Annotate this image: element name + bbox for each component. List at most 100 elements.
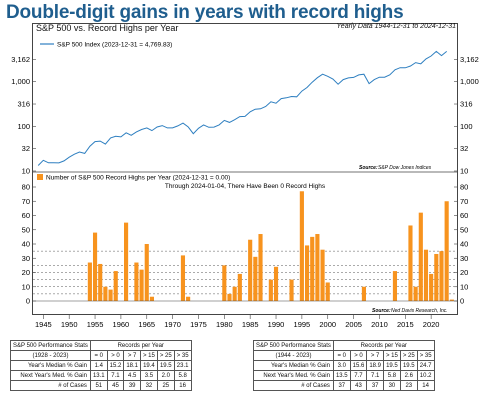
table-cell: 2.6	[399, 370, 418, 381]
column-header: = 0	[332, 350, 351, 361]
table-cell: 19.4	[140, 360, 158, 371]
y-tick-label-right: 100	[460, 122, 473, 131]
table-row: Next Year's Med. % Gain 13.1 7.1 4.5 3.5 2.0 5…	[10, 370, 192, 381]
y-tick-label-right: 60	[460, 211, 468, 220]
y-tick-label-left: 10	[22, 282, 30, 291]
stats-header-label: S&P 500 Performance Stats	[253, 340, 334, 351]
row-label: Next Year's Med. % Gain	[10, 370, 91, 381]
record-highs-bar	[273, 266, 279, 301]
table-cell: 23	[399, 380, 418, 391]
record-highs-bar	[449, 299, 454, 301]
record-highs-bar	[315, 234, 320, 301]
y-tick-label-right: 316	[460, 100, 473, 109]
sp500-line	[37, 50, 448, 166]
record-highs-bar	[361, 286, 366, 301]
x-tick-label: 1945	[35, 320, 52, 329]
y-tick-label-left: 316	[17, 100, 30, 109]
table-cell: 7.7	[349, 370, 368, 381]
row-label: Next Year's Med. % Gain	[253, 370, 334, 381]
y-tick-label-right: 30	[460, 254, 468, 263]
panel-date-range: Yearly Data 1944-12-31 to 2024-12-31	[336, 23, 456, 30]
y-tick-label-left: 30	[22, 254, 30, 263]
x-tick-label: 1985	[242, 320, 259, 329]
records-annotation: Through 2024-01-04, There Have Been 0 Re…	[165, 183, 326, 190]
y-tick-label-right: 1,000	[460, 77, 479, 86]
y-tick-label-left: 10	[22, 167, 30, 176]
record-highs-bar	[418, 212, 423, 301]
table-cell: 18.9	[366, 360, 384, 371]
record-highs-bar	[108, 289, 113, 301]
record-highs-bar	[248, 239, 253, 301]
record-highs-bar	[232, 286, 237, 301]
record-highs-bar	[222, 265, 227, 301]
source-label-bottom: Source:	[372, 308, 391, 314]
record-highs-bar	[325, 282, 330, 301]
record-highs-bar	[408, 225, 413, 301]
table-cell: 7.1	[106, 370, 125, 381]
column-header: > 7	[123, 350, 141, 361]
source-label-top: Source:	[359, 165, 378, 171]
stats-period: (1928 - 2023)	[10, 350, 91, 361]
record-highs-bar	[180, 255, 186, 301]
y-tick-label-left: 0	[26, 297, 30, 306]
column-header: > 15	[383, 350, 401, 361]
record-highs-bar	[149, 296, 154, 301]
y-tick-label-right: 0	[460, 297, 464, 306]
record-highs-bar	[103, 286, 108, 301]
y-tick-label-left: 70	[22, 197, 30, 206]
column-header: > 7	[366, 350, 384, 361]
table-cell: 5.8	[173, 370, 192, 381]
table-cell: 15.2	[106, 360, 125, 371]
column-header: > 35	[173, 350, 192, 361]
y-tick-label-right: 40	[460, 240, 468, 249]
x-tick-label: 1970	[164, 320, 181, 329]
x-tick-label: 1995	[294, 320, 311, 329]
table-cell: 15.6	[349, 360, 368, 371]
column-header: > 35	[416, 350, 435, 361]
record-highs-bar	[434, 253, 439, 301]
stats-table-right: S&P 500 Performance Stats Records per Yea…	[253, 340, 435, 391]
table-cell: 39	[123, 380, 141, 391]
y-tick-label-left: 20	[22, 268, 30, 277]
table-cell: 24.7	[416, 360, 435, 371]
record-highs-bar	[113, 271, 118, 301]
record-highs-bar	[87, 262, 92, 301]
x-tick-label: 1960	[113, 320, 130, 329]
table-cell: 4.5	[123, 370, 141, 381]
column-header: > 15	[140, 350, 158, 361]
y-tick-label-right: 10	[460, 282, 468, 291]
record-highs-bar	[299, 191, 304, 301]
legend-sp500-label: S&P 500 Index (2023-12-31 = 4,769.83)	[57, 42, 172, 49]
table-cell: 43	[349, 380, 368, 391]
column-header: > 0	[106, 350, 125, 361]
record-highs-bar	[253, 256, 258, 301]
table-cell: 19.5	[383, 360, 401, 371]
record-highs-bar	[237, 273, 242, 301]
y-tick-label-left: 3,162	[11, 55, 30, 64]
table-cell: 19.5	[156, 360, 175, 371]
record-highs-bar	[186, 296, 191, 301]
table-row: Year's Median % Gain 1.4 15.2 18.1 19.4 19.5 2…	[10, 360, 192, 371]
y-tick-label-right: 20	[460, 268, 468, 277]
y-tick-label-left: 32	[22, 144, 30, 153]
column-header: > 25	[399, 350, 418, 361]
y-tick-label-right: 3,162	[460, 55, 479, 64]
record-highs-bar	[134, 262, 139, 301]
record-highs-bar	[124, 222, 129, 301]
row-label: # of Cases	[10, 380, 91, 391]
table-cell: 7.1	[366, 370, 384, 381]
x-tick-label: 1950	[61, 320, 78, 329]
x-tick-label: 1980	[216, 320, 233, 329]
table-cell: 3.5	[140, 370, 158, 381]
record-highs-bar	[429, 273, 434, 301]
table-cell: 37	[332, 380, 351, 391]
record-highs-bar	[227, 293, 232, 301]
record-highs-bar	[444, 201, 449, 301]
panel-title: S&P 500 vs. Record Highs per Year	[36, 23, 179, 33]
table-cell: 13.1	[89, 370, 108, 381]
source-bottom: Ned Davis Research, Inc.	[391, 308, 448, 314]
stats-table-left: S&P 500 Performance Stats Records per Yea…	[10, 340, 192, 391]
legend-bar-swatch	[37, 174, 43, 180]
y-tick-label-right: 80	[460, 183, 468, 192]
